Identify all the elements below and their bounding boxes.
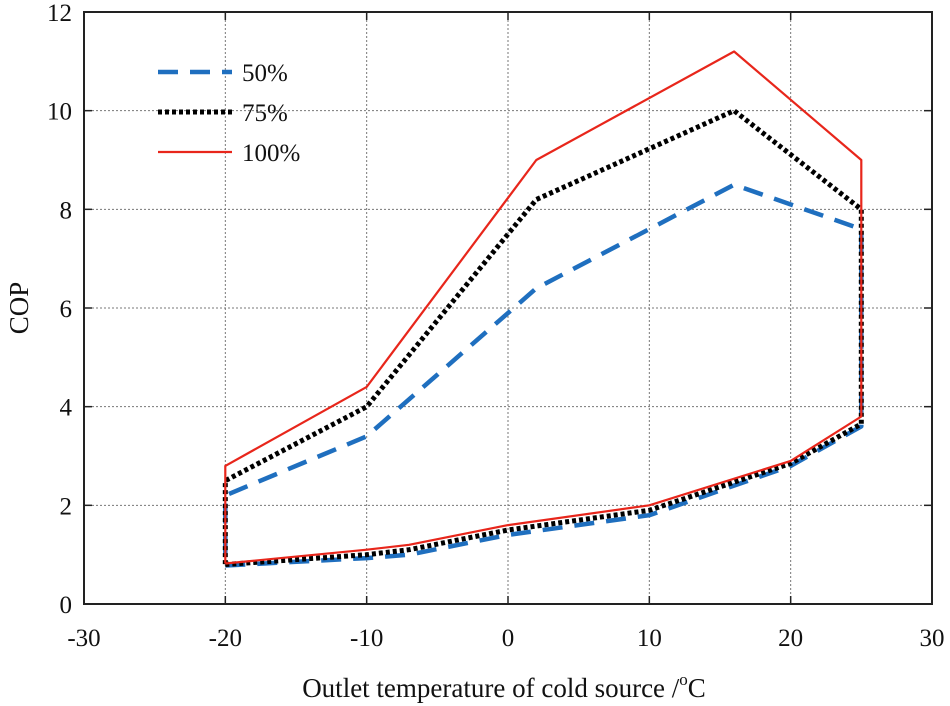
series-layer bbox=[222, 50, 864, 568]
x-axis-label: Outlet temperature of cold source /oC bbox=[302, 670, 706, 703]
x-axis-label-text: Outlet temperature of cold source / bbox=[302, 673, 680, 703]
x-axis-label-unit: C bbox=[688, 673, 706, 703]
x-tick-label: -10 bbox=[350, 625, 383, 652]
legend-label-100pct: 100% bbox=[242, 140, 300, 167]
series-line-75pct bbox=[222, 108, 864, 567]
y-tick-label: 10 bbox=[47, 99, 72, 126]
y-tick-label: 8 bbox=[60, 197, 73, 224]
x-tick-label: 0 bbox=[502, 625, 515, 652]
y-tick-label: 0 bbox=[60, 592, 73, 619]
ticks: -30 -20 -10 0 10 20 30 0 2 4 6 8 10 12 bbox=[47, 0, 945, 652]
legend-label-50pct: 50% bbox=[242, 60, 288, 87]
legend-label-75pct: 75% bbox=[242, 100, 288, 127]
series-line-50pct bbox=[223, 182, 864, 568]
x-tick-label: 10 bbox=[637, 625, 662, 652]
y-axis-label: COP bbox=[4, 282, 34, 335]
x-tick-label: 30 bbox=[920, 625, 945, 652]
grid bbox=[84, 12, 932, 604]
x-tick-label: 20 bbox=[778, 625, 803, 652]
y-tick-label: 2 bbox=[60, 493, 73, 520]
y-tick-label: 4 bbox=[60, 395, 73, 422]
x-axis-label-unit-sup: o bbox=[679, 670, 688, 689]
y-tick-label: 12 bbox=[47, 0, 72, 27]
series-line-100pct bbox=[224, 50, 863, 565]
legend: 50% 75% 100% bbox=[158, 60, 300, 167]
y-tick-label: 6 bbox=[60, 296, 73, 323]
x-tick-label: -30 bbox=[67, 625, 100, 652]
x-tick-label: -20 bbox=[209, 625, 242, 652]
